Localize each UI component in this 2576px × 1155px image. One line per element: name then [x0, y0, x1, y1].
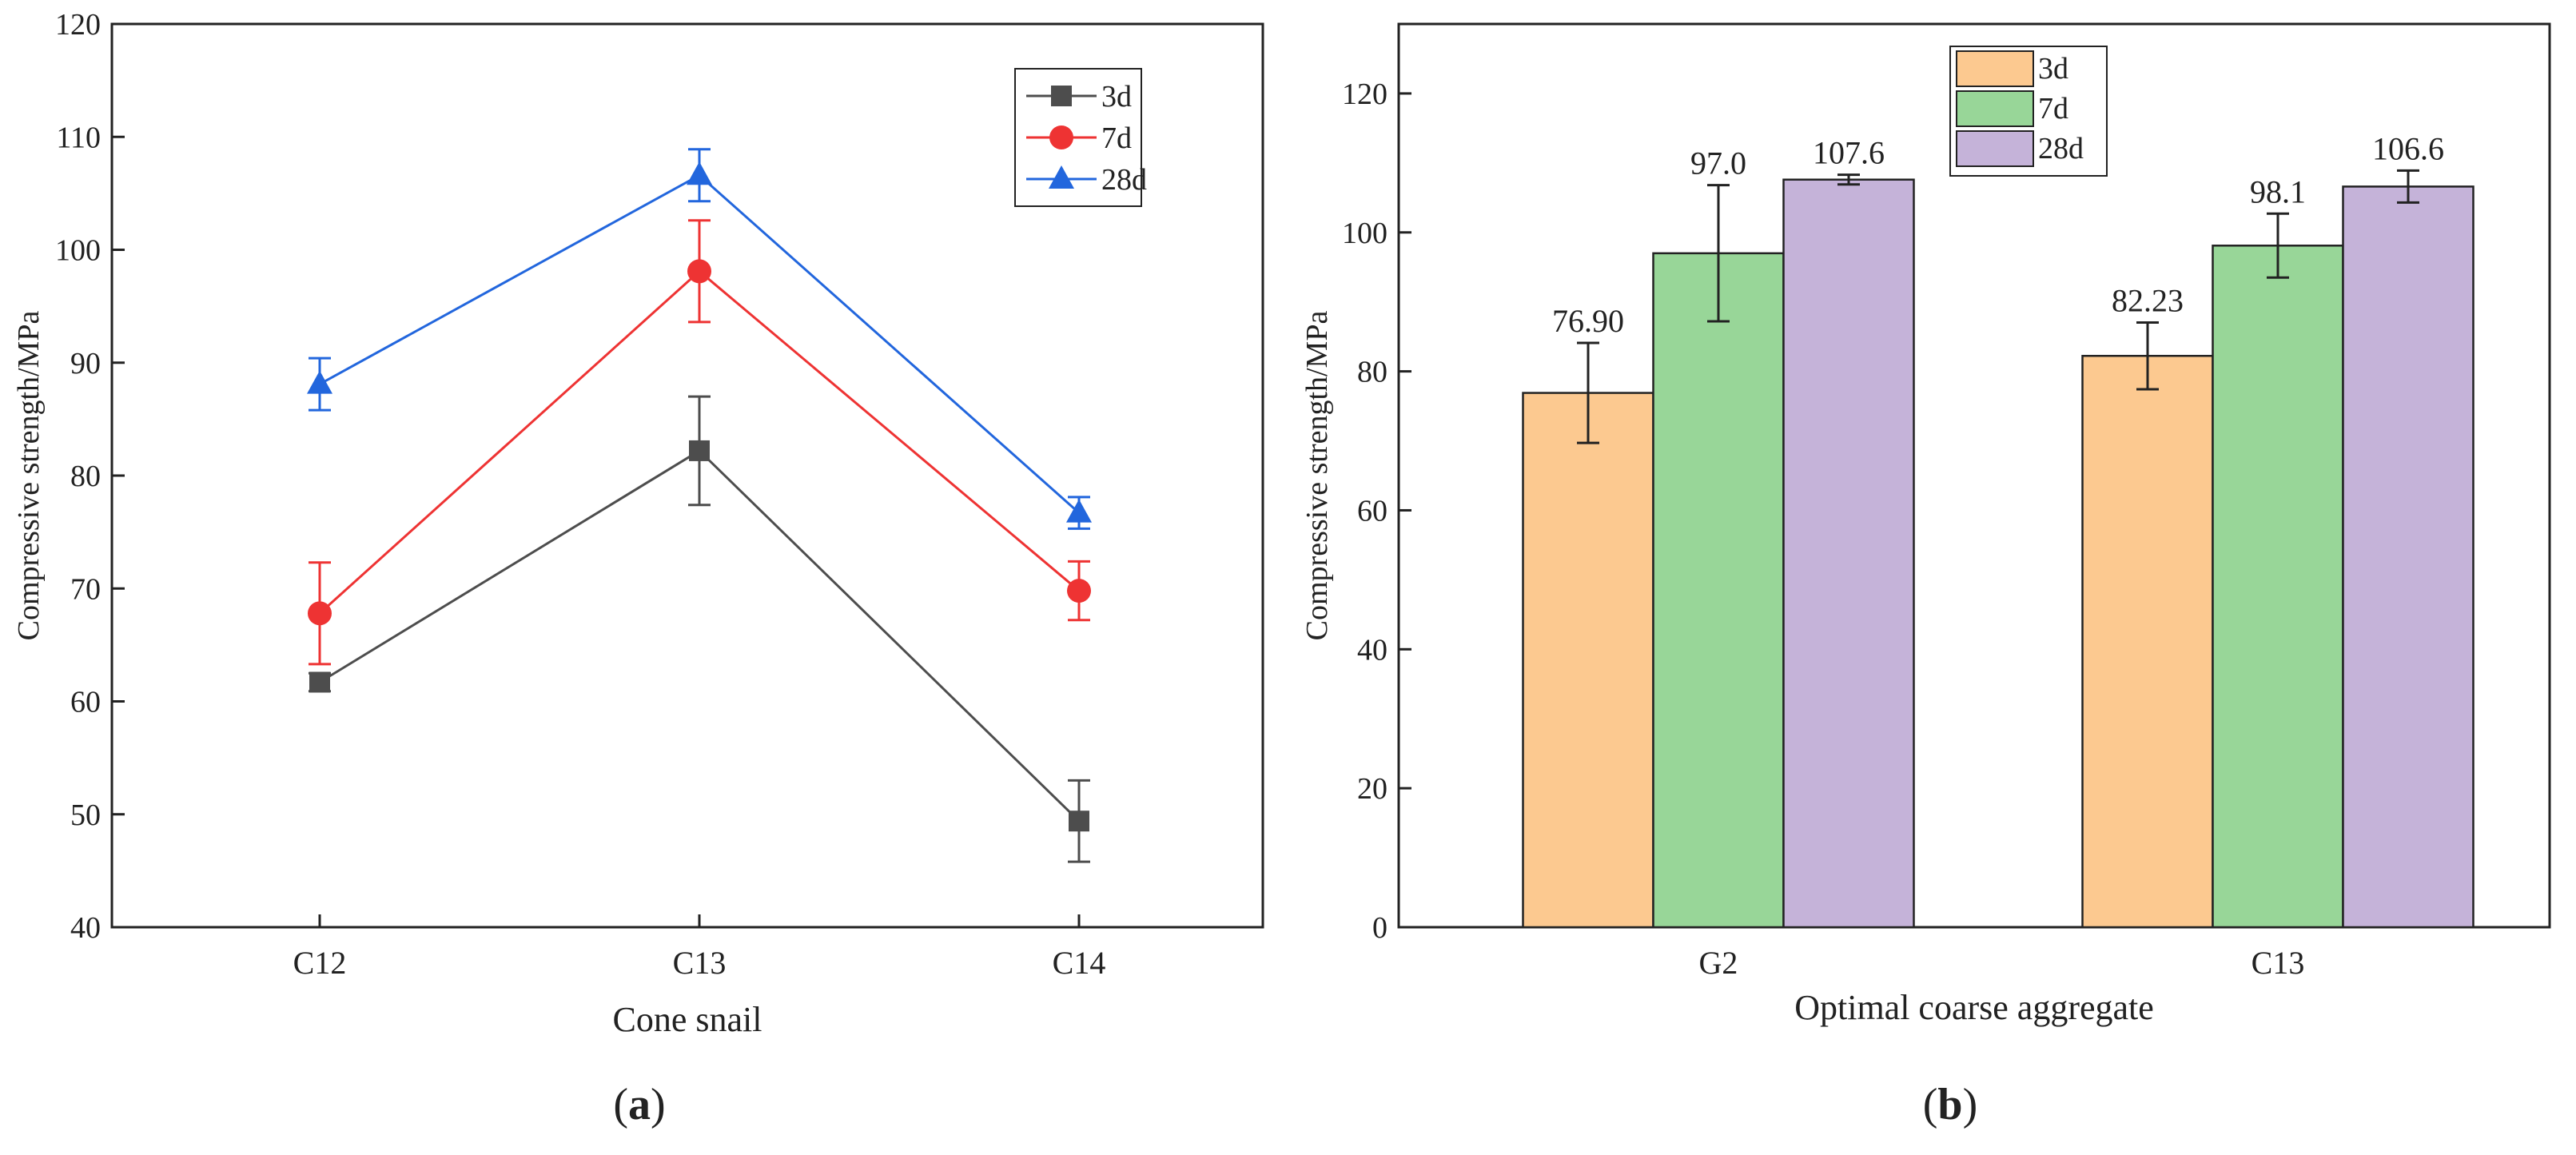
legend-label: 7d [1101, 121, 1132, 155]
panel-a-series [307, 148, 1092, 863]
panel-a-x-axis: C12 C13 C14 [293, 914, 1106, 981]
data-label: 76.90 [1552, 303, 1624, 339]
y-tick-label: 90 [70, 347, 101, 380]
y-tick-label: 40 [70, 911, 101, 945]
y-tick-label: 60 [70, 686, 101, 719]
legend-label: 7d [2038, 92, 2068, 125]
series-line-3d [319, 449, 1081, 822]
data-label: 98.1 [2250, 173, 2306, 209]
legend-label: 28d [1101, 163, 1147, 197]
panel-b-x-axis-label: Optimal coarse aggregate [1794, 988, 2154, 1027]
data-point-28d [307, 370, 332, 394]
y-tick-label: 80 [70, 460, 101, 493]
y-tick-label: 70 [70, 572, 101, 606]
bar-7d [1652, 252, 1785, 929]
legend-marker [1049, 125, 1073, 149]
x-tick-label: C12 [293, 945, 347, 981]
panel-a-legend: 3d 7d 28d [1014, 68, 1147, 207]
bar-3d [2081, 354, 2214, 929]
y-tick-label: 60 [1357, 494, 1388, 528]
legend-swatch [1956, 130, 2034, 167]
data-point-28d [687, 161, 712, 185]
legend-label: 3d [2038, 52, 2068, 86]
series-28d [307, 148, 1092, 530]
data-point-3d [689, 440, 710, 461]
y-tick-label: 40 [1357, 633, 1388, 667]
legend-marker [1049, 165, 1074, 189]
bar-7d [2212, 245, 2344, 929]
legend-marker [1051, 86, 1072, 106]
panel-a-y-axis-label: Compressive strength/MPa [12, 311, 46, 641]
x-tick-label: C14 [1053, 945, 1106, 981]
bar-3d [1522, 392, 1654, 929]
panel-b-y-axis-label: Compressive strength/MPa [1300, 311, 1334, 641]
legend-swatch [1956, 90, 2034, 127]
panel-b-plot-frame [1397, 22, 2551, 929]
y-tick-label: 100 [55, 234, 101, 268]
data-label: 82.23 [2112, 283, 2184, 319]
panel-b-bars: 76.90 97.0 107.6 82.23 98.1 106.6 [1522, 130, 2474, 929]
legend-swatch [1956, 50, 2034, 87]
y-tick-label: 100 [1342, 217, 1388, 250]
panel-a-x-axis-label: Cone snail [613, 1000, 762, 1039]
y-tick-label: 120 [1342, 78, 1388, 111]
panel-b-label: (b) [1923, 1080, 1977, 1129]
y-tick-label: 80 [1357, 356, 1388, 389]
data-label: 107.6 [1813, 135, 1885, 171]
y-tick-label: 0 [1372, 911, 1388, 945]
panel-b-y-axis: 0 20 40 60 80 100 120 [1342, 78, 1411, 945]
bar-28d [1782, 178, 1915, 929]
panel-b-legend: 3d 7d 28d [1949, 46, 2108, 177]
x-tick-label: C13 [2252, 945, 2305, 981]
data-point-7d [687, 259, 711, 284]
bar-28d [2342, 185, 2474, 929]
y-tick-label: 50 [70, 799, 101, 832]
data-point-3d [1069, 810, 1089, 832]
legend-label: 3d [1101, 80, 1132, 114]
y-tick-label: 20 [1357, 772, 1388, 806]
panel-a-label: (a) [613, 1080, 665, 1129]
series-3d [309, 395, 1090, 863]
data-point-3d [309, 671, 330, 693]
legend-label: 28d [2038, 132, 2084, 165]
panel-a-y-axis: 40 50 60 70 80 90 100 110 120 [55, 8, 125, 945]
series-7d [308, 219, 1091, 666]
data-point-7d [308, 601, 332, 626]
x-tick-label: C13 [673, 945, 727, 981]
data-point-7d [1067, 579, 1091, 603]
y-tick-label: 120 [55, 8, 101, 42]
data-label: 97.0 [1690, 145, 1746, 181]
data-label: 106.6 [2372, 130, 2444, 166]
y-tick-label: 110 [56, 121, 101, 154]
panel-b-x-axis: G2 C13 [1699, 914, 2305, 981]
data-point-28d [1066, 499, 1092, 523]
x-tick-label: G2 [1699, 945, 1738, 981]
panel-b-bar-chart: 0 20 40 60 80 100 120 G2 C13 76.90 97.0 107.6 82.2… [1300, 22, 2551, 1129]
